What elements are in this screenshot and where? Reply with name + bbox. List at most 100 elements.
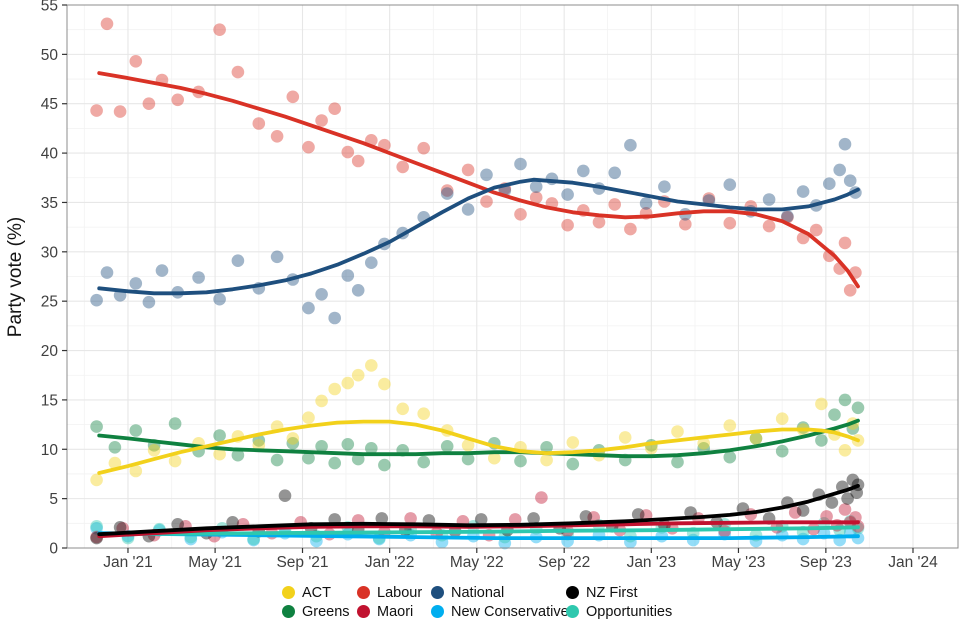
data-point [775,444,789,458]
data-point [841,492,854,505]
data-point [417,141,431,155]
data-point [341,438,355,451]
data-point [378,377,391,391]
data-point [328,311,342,325]
legend-color-marker [566,605,579,618]
y-tick-label: 20 [41,343,59,360]
data-point [396,160,410,174]
data-point [365,359,378,372]
y-tick-label: 25 [41,294,58,311]
data-point [843,284,857,297]
legend-item-greens: Greens [282,602,357,621]
data-point [480,168,493,182]
data-point [535,491,548,504]
data-point [252,434,266,447]
data-point [838,503,852,516]
data-point [851,401,865,415]
data-point [129,55,143,68]
data-point [341,145,355,159]
y-tick-label: 0 [49,541,58,558]
data-point [286,90,300,104]
data-point [440,440,454,453]
legend-label: ACT [302,584,331,601]
data-point [843,174,857,187]
data-point [846,473,860,487]
data-point [231,65,245,79]
data-point [838,236,852,250]
data-point [168,417,182,430]
axis-layer: Jan '21 May '21 Sep '21 Jan '22 May '22 Sep '… [41,0,938,571]
data-point [270,453,284,467]
x-tick-label: May '23 [712,554,766,571]
data-point [375,512,389,525]
legend-color-marker [566,586,579,599]
data-point [815,397,828,411]
data-point [315,440,328,453]
data-point [270,250,284,264]
x-tick-label: Jan '23 [627,554,677,571]
y-tick-label: 10 [41,442,59,459]
legend-label: National [451,584,505,601]
points-national [90,137,862,325]
data-point [566,436,580,449]
data-point [351,154,365,168]
data-point [749,432,763,445]
data-point [508,513,522,526]
data-point [671,455,684,469]
legend-item-labour: Labour [357,583,431,602]
data-point [302,301,315,315]
data-point [608,198,621,211]
legend-item-act: ACT [282,583,357,602]
legend-label: Opportunities [586,603,673,620]
x-tick-label: Sep '23 [800,554,852,571]
data-point [213,292,226,306]
data-point [113,521,127,534]
data-point [231,448,245,462]
data-point [302,411,315,425]
legend-item-maori: Maori [357,602,431,621]
data-point [278,489,292,503]
legend-item-new-conservative: New Conservative [431,602,569,621]
data-point [286,437,300,450]
data-point [815,434,828,447]
legend-color-marker [431,605,444,618]
grid-layer [67,4,958,549]
points-act [90,359,865,487]
x-tick-label: May '22 [450,554,504,571]
data-point [142,97,156,110]
data-point [577,164,590,178]
legend-color-marker [431,586,444,599]
data-point [302,451,315,465]
data-point [838,393,852,407]
data-layer [90,17,865,550]
trend-line-nz-first [97,483,860,537]
trend-line-labour [97,71,860,289]
data-point [749,432,763,445]
chart-legend: ACT Labour National NZ First Greens Maori New … [0,583,960,621]
data-point [129,424,143,437]
data-point [723,178,737,191]
data-point [168,454,182,468]
data-point [147,444,161,457]
legend-color-marker [357,586,370,599]
data-point [579,510,593,523]
data-point [310,534,323,548]
legend-grid: ACT Labour National NZ First Greens Maori New … [282,583,678,621]
data-point [90,420,103,433]
legend-label: Maori [377,603,414,620]
data-point [514,208,527,221]
legend-item-national: National [431,583,566,602]
data-point [788,506,802,519]
data-point [100,17,114,31]
data-point [108,456,122,470]
data-point [171,93,184,107]
y-axis-title: Party vote (%) [5,217,26,337]
data-point [488,451,501,465]
data-point [440,184,454,197]
data-point [129,277,143,290]
data-point [270,130,284,143]
data-point [90,520,103,533]
data-point [365,256,378,270]
